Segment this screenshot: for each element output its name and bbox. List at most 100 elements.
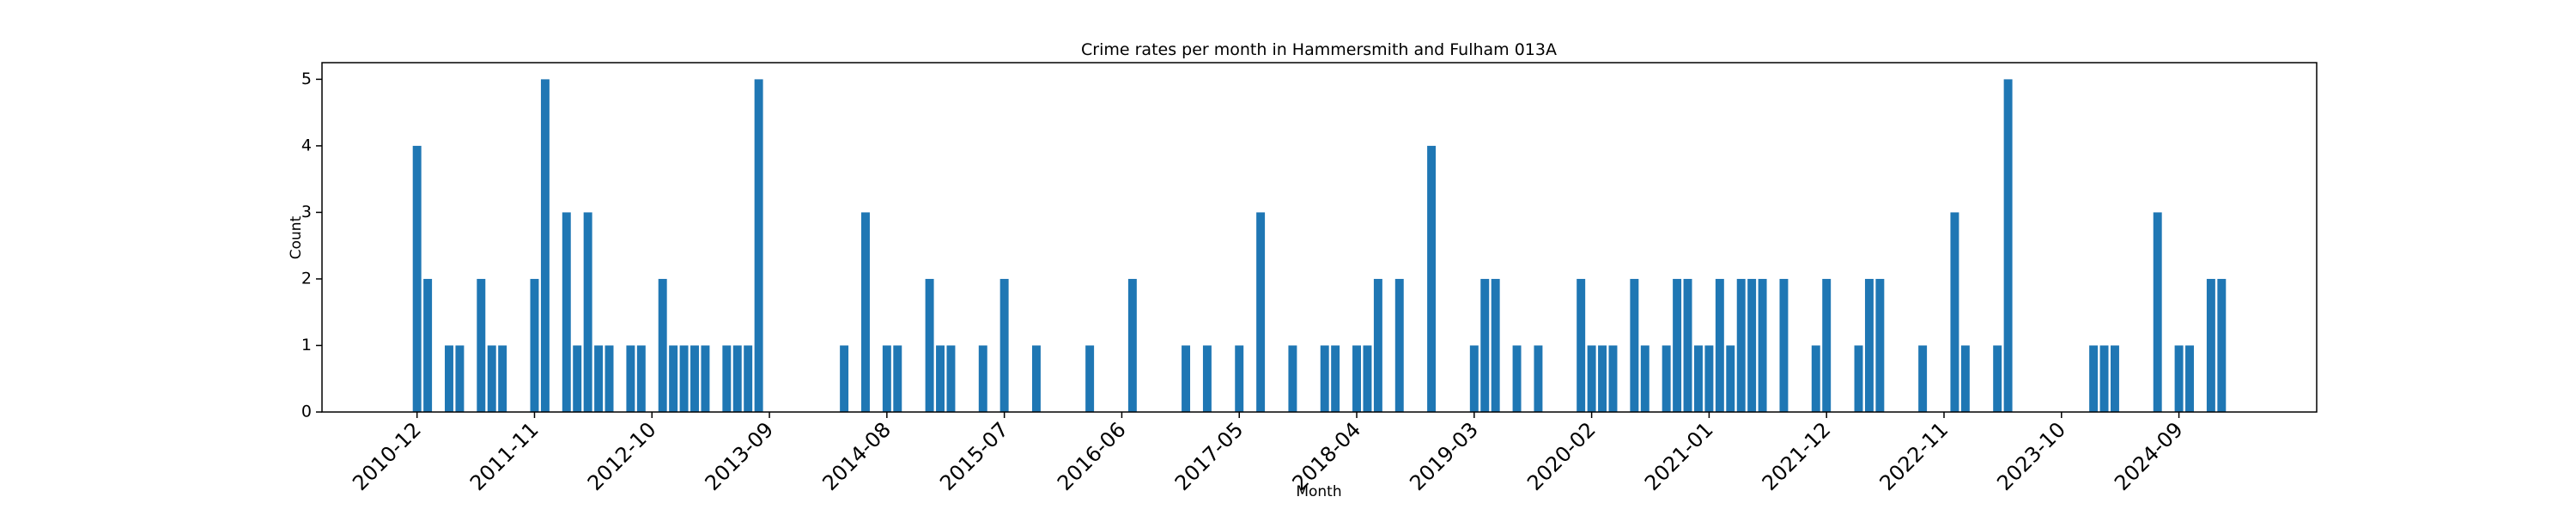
x-tick-label: 2017-05: [1170, 417, 1249, 495]
bar: [925, 278, 934, 412]
bar: [1693, 345, 1703, 412]
bar: [487, 345, 496, 412]
bar: [2110, 345, 2119, 412]
bar: [936, 345, 945, 412]
y-tick-label: 3: [301, 203, 312, 221]
bar: [2217, 278, 2227, 412]
bar: [2174, 345, 2184, 412]
bar: [1085, 345, 1095, 412]
x-tick-label: 2010-12: [348, 417, 426, 495]
bar: [690, 345, 699, 412]
bar: [1363, 345, 1372, 412]
bar: [1758, 278, 1767, 412]
bar: [412, 145, 422, 412]
bar: [1598, 345, 1607, 412]
bar: [2089, 345, 2099, 412]
y-tick-label: 1: [301, 336, 312, 354]
bar: [1427, 145, 1437, 412]
bar: [1854, 345, 1863, 412]
x-tick-label: 2012-10: [583, 417, 661, 495]
x-tick-label: 2024-09: [2110, 417, 2188, 495]
plot-frame: [321, 62, 2318, 413]
bar: [669, 345, 678, 412]
y-tick-label: 2: [301, 269, 312, 288]
bar: [636, 345, 646, 412]
x-tick-label: 2019-03: [1405, 417, 1483, 495]
x-tick-label: 2011-11: [465, 417, 544, 495]
bar: [1630, 278, 1639, 412]
bar: [744, 345, 753, 412]
bar: [2099, 345, 2109, 412]
bar: [1373, 278, 1382, 412]
bar: [1875, 278, 1885, 412]
bar: [1726, 345, 1735, 412]
x-tick-label: 2016-06: [1053, 417, 1131, 495]
bar: [658, 278, 667, 412]
y-tick-label: 4: [301, 136, 312, 154]
bar: [1673, 278, 1682, 412]
bar: [445, 345, 453, 412]
bar: [840, 345, 849, 412]
bar: [1288, 345, 1297, 412]
x-tick-label: 2014-08: [817, 417, 896, 495]
bar: [754, 79, 763, 412]
bar: [1182, 345, 1191, 412]
bar: [1534, 345, 1543, 412]
chart-title: Crime rates per month in Hammersmith and…: [1081, 40, 1557, 59]
bar: [882, 345, 891, 412]
bar: [999, 278, 1009, 412]
bar: [1512, 345, 1522, 412]
bar: [1491, 278, 1500, 412]
bar: [583, 212, 592, 412]
bar: [1747, 278, 1757, 412]
bar: [893, 345, 902, 412]
bar: [1202, 345, 1212, 412]
y-axis-label: Count: [288, 215, 305, 259]
bar: [594, 345, 604, 412]
bar: [861, 212, 870, 412]
bar: [2206, 278, 2215, 412]
bar: [2003, 79, 2013, 412]
bar: [1031, 345, 1041, 412]
x-tick-label: 2021-12: [1758, 417, 1836, 495]
x-tick-label: 2021-01: [1640, 417, 1718, 495]
bar: [573, 345, 582, 412]
bar: [498, 345, 507, 412]
bar: [1662, 345, 1671, 412]
bar: [1811, 345, 1820, 412]
bar: [1640, 345, 1649, 412]
x-tick-label: 2015-07: [935, 417, 1013, 495]
bar: [530, 278, 539, 412]
bar: [1960, 345, 1970, 412]
bar: [679, 345, 689, 412]
bar: [477, 278, 486, 412]
bar: [1235, 345, 1244, 412]
bar: [1394, 278, 1404, 412]
y-tick-label: 5: [301, 70, 312, 88]
bar: [1950, 212, 1959, 412]
bar: [1704, 345, 1714, 412]
bar: [1480, 278, 1490, 412]
x-tick-label: 2020-02: [1522, 417, 1601, 495]
bar: [540, 79, 550, 412]
bar: [1715, 278, 1724, 412]
bar: [732, 345, 742, 412]
bar: [423, 278, 433, 412]
bar: [1918, 345, 1928, 412]
bar: [701, 345, 710, 412]
bar: [1864, 278, 1874, 412]
bar: [562, 212, 571, 412]
y-tick-label: 0: [301, 403, 312, 421]
bar: [1127, 278, 1137, 412]
bar: [1352, 345, 1361, 412]
bar: [1779, 278, 1789, 412]
x-axis-label: Month: [1296, 483, 1341, 500]
bar: [1577, 278, 1586, 412]
bar: [1587, 345, 1596, 412]
bar: [1993, 345, 2002, 412]
bar: [2153, 212, 2162, 412]
bar: [455, 345, 465, 412]
bar: [978, 345, 987, 412]
